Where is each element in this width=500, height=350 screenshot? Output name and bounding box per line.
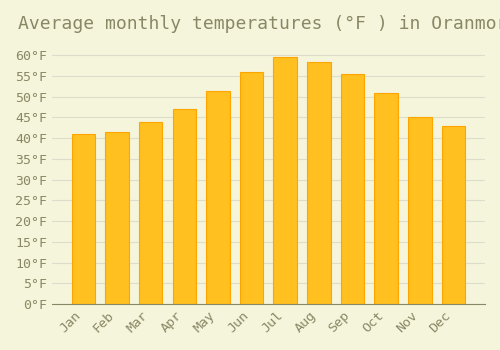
Bar <box>206 91 230 304</box>
Bar <box>307 62 330 304</box>
Bar <box>72 134 95 304</box>
Bar <box>408 118 432 304</box>
Bar <box>442 126 466 304</box>
Bar <box>274 57 297 304</box>
Bar <box>105 132 129 304</box>
Bar <box>341 74 364 304</box>
Bar <box>240 72 264 304</box>
Bar <box>374 93 398 304</box>
Title: Average monthly temperatures (°F ) in Oranmore: Average monthly temperatures (°F ) in Or… <box>18 15 500 33</box>
Bar <box>172 109 196 304</box>
Bar <box>139 122 162 304</box>
